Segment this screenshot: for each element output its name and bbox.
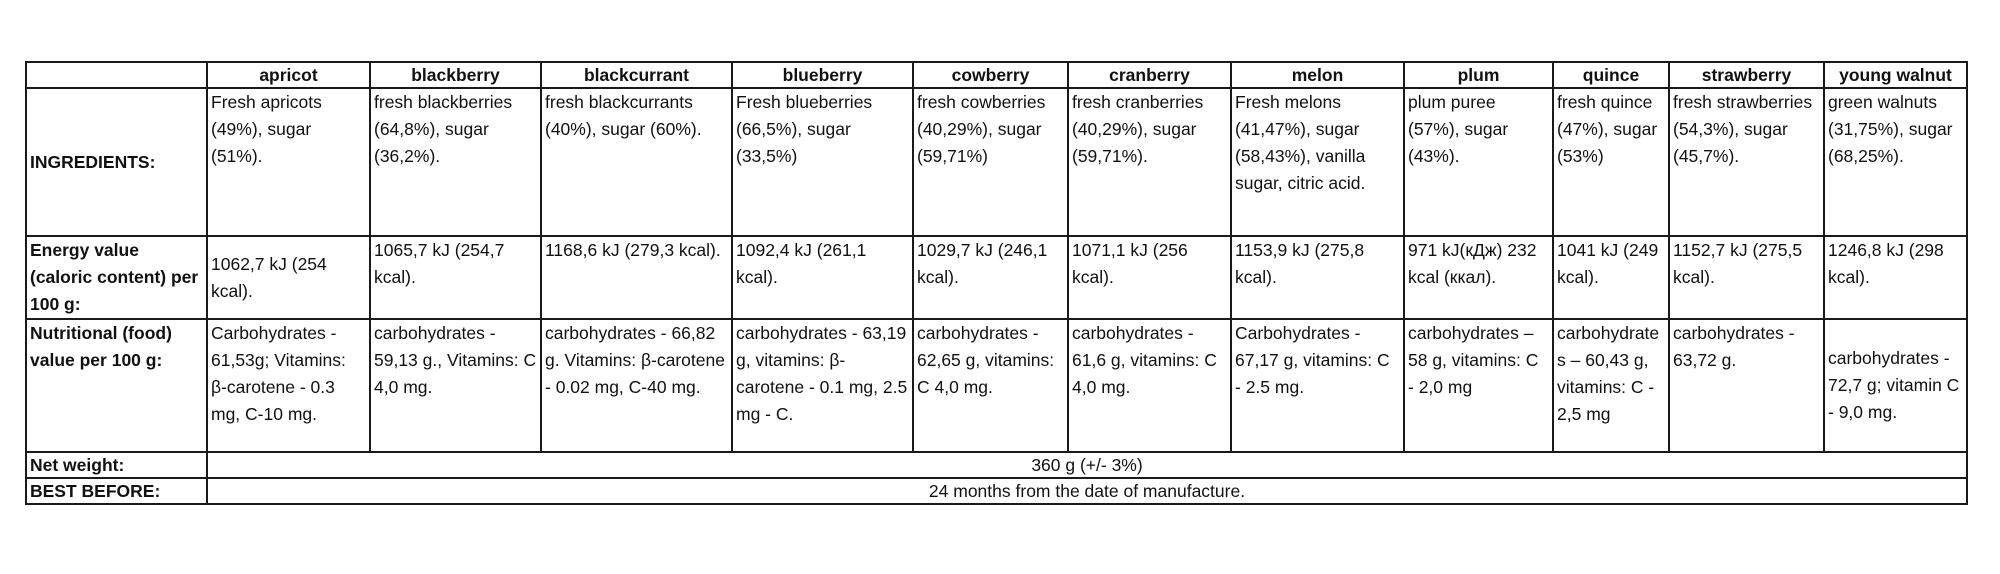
net-weight-value: 360 g (+/- 3%) xyxy=(206,451,1968,479)
energy-cell-blackcurrant: 1168,6 kJ (279,3 kcal). xyxy=(540,235,733,320)
ingredients-cell-cowberry: fresh cowberries (40,29%), sugar (59,71%… xyxy=(912,87,1069,237)
header-row: apricot blackberry blackcurrant blueberr… xyxy=(25,61,1968,89)
nutrition-cell-quince: carbohydrates – 60,43 g, vitamins: C - 2… xyxy=(1552,318,1670,453)
column-header-apricot: apricot xyxy=(206,61,371,89)
ingredients-cell-melon: Fresh melons (41,47%), sugar (58,43%), v… xyxy=(1230,87,1405,237)
ingredients-row: INGREDIENTS: Fresh apricots (49%), sugar… xyxy=(25,87,1968,237)
net-weight-row: Net weight: 360 g (+/- 3%) xyxy=(25,451,1968,479)
nutrition-cell-blueberry: carbohydrates - 63,19 g, vitamins: β- ca… xyxy=(731,318,914,453)
header-corner-cell xyxy=(25,61,208,89)
column-header-blackcurrant: blackcurrant xyxy=(540,61,733,89)
ingredients-cell-cranberry: fresh cranberries (40,29%), sugar (59,71… xyxy=(1067,87,1232,237)
column-header-cowberry: cowberry xyxy=(912,61,1069,89)
energy-cell-cowberry: 1029,7 kJ (246,1 kcal). xyxy=(912,235,1069,320)
ingredients-cell-young-walnut: green walnuts (31,75%), sugar (68,25%). xyxy=(1823,87,1968,237)
energy-cell-plum: 971 kJ(кДж) 232 kcal (ккал). xyxy=(1403,235,1554,320)
column-header-strawberry: strawberry xyxy=(1668,61,1825,89)
nutrition-cell-cowberry: carbohydrates - 62,65 g, vitamins: C 4,0… xyxy=(912,318,1069,453)
column-header-blueberry: blueberry xyxy=(731,61,914,89)
column-header-melon: melon xyxy=(1230,61,1405,89)
energy-cell-quince: 1041 kJ (249 kcal). xyxy=(1552,235,1670,320)
row-label-best-before: BEST BEFORE: xyxy=(25,477,208,505)
column-header-young-walnut: young walnut xyxy=(1823,61,1968,89)
product-specification-table: apricot blackberry blackcurrant blueberr… xyxy=(25,61,1968,505)
row-label-nutritional-value: Nutritional (food) value per 100 g: xyxy=(25,318,208,453)
ingredients-cell-blackcurrant: fresh blackcurrants (40%), sugar (60%). xyxy=(540,87,733,237)
nutrition-cell-blackberry: carbohydrates - 59,13 g., Vitamins: C 4,… xyxy=(369,318,542,453)
energy-cell-young-walnut: 1246,8 kJ (298 kcal). xyxy=(1823,235,1968,320)
best-before-value: 24 months from the date of manufacture. xyxy=(206,477,1968,505)
energy-cell-blackberry: 1065,7 kJ (254,7 kcal). xyxy=(369,235,542,320)
best-before-row: BEST BEFORE: 24 months from the date of … xyxy=(25,477,1968,505)
energy-cell-apricot: 1062,7 kJ (254 kcal). xyxy=(206,235,371,320)
nutrition-cell-cranberry: carbohydrates - 61,6 g, vitamins: C 4,0 … xyxy=(1067,318,1232,453)
nutrition-cell-plum: carbohydrates – 58 g, vitamins: C - 2,0 … xyxy=(1403,318,1554,453)
nutrition-cell-young-walnut: carbohydrates - 72,7 g; vitamin C - 9,0 … xyxy=(1823,318,1968,453)
nutrition-cell-blackcurrant: carbohydrates - 66,82 g. Vitamins: β-car… xyxy=(540,318,733,453)
energy-cell-blueberry: 1092,4 kJ (261,1 kcal). xyxy=(731,235,914,320)
ingredients-cell-blackberry: fresh blackberries (64,8%), sugar (36,2%… xyxy=(369,87,542,237)
energy-cell-melon: 1153,9 kJ (275,8 kcal). xyxy=(1230,235,1405,320)
energy-cell-strawberry: 1152,7 kJ (275,5 kcal). xyxy=(1668,235,1825,320)
ingredients-cell-apricot: Fresh apricots (49%), sugar (51%). xyxy=(206,87,371,237)
column-header-quince: quince xyxy=(1552,61,1670,89)
ingredients-cell-strawberry: fresh strawberries (54,3%), sugar (45,7%… xyxy=(1668,87,1825,237)
ingredients-cell-plum: plum puree (57%), sugar (43%). xyxy=(1403,87,1554,237)
column-header-blackberry: blackberry xyxy=(369,61,542,89)
ingredients-cell-blueberry: Fresh blueberries (66,5%), sugar (33,5%) xyxy=(731,87,914,237)
nutrition-cell-strawberry: carbohydrates - 63,72 g. xyxy=(1668,318,1825,453)
column-header-plum: plum xyxy=(1403,61,1554,89)
energy-cell-cranberry: 1071,1 kJ (256 kcal). xyxy=(1067,235,1232,320)
ingredients-cell-quince: fresh quince (47%), sugar (53%) xyxy=(1552,87,1670,237)
row-label-net-weight: Net weight: xyxy=(25,451,208,479)
row-label-energy-value: Energy value (caloric content) per 100 g… xyxy=(25,235,208,320)
energy-value-row: Energy value (caloric content) per 100 g… xyxy=(25,235,1968,320)
nutrition-cell-melon: Carbohydrates - 67,17 g, vitamins: C - 2… xyxy=(1230,318,1405,453)
nutrition-cell-apricot: Carbohydrates - 61,53g; Vitamins: β-caro… xyxy=(206,318,371,453)
column-header-cranberry: cranberry xyxy=(1067,61,1232,89)
nutritional-value-row: Nutritional (food) value per 100 g: Carb… xyxy=(25,318,1968,453)
row-label-ingredients: INGREDIENTS: xyxy=(25,87,208,237)
